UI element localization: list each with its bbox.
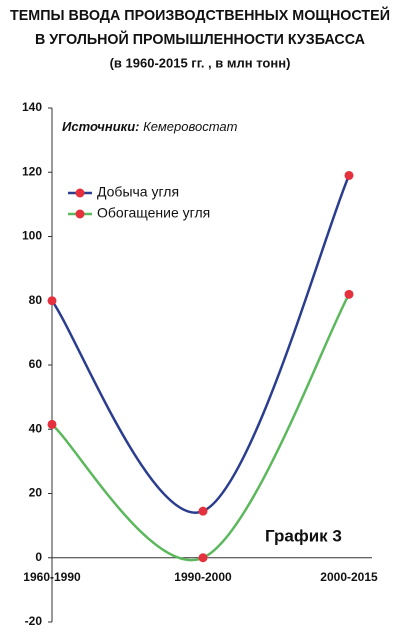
source-label: Источники: — [62, 119, 140, 134]
y-tick-label: 120 — [22, 164, 42, 178]
point — [344, 170, 354, 180]
y-tick-label: 100 — [22, 229, 42, 243]
legend-marker — [75, 209, 85, 219]
y-tick-label: 40 — [29, 421, 43, 435]
y-tick-label: 20 — [29, 486, 43, 500]
chart-title: ТЕМПЫ ВВОДА ПРОИЗВОДСТВЕННЫХ МОЩНОСТЕЙ — [10, 6, 390, 24]
x-tick-label: 1960-1990 — [23, 570, 81, 584]
point — [344, 289, 354, 299]
point — [198, 553, 208, 563]
series-line — [50, 174, 351, 514]
x-tick-label: 2000-2015 — [320, 570, 378, 584]
x-tick-label: 1990-2000 — [174, 570, 232, 584]
annotation: Источники: Кемеровостат — [62, 119, 238, 134]
legend-label: Добыча угля — [97, 184, 179, 200]
source: Кемеровостат — [143, 119, 237, 134]
y-tick-label: 0 — [35, 550, 42, 564]
y-tick-label: 60 — [29, 357, 43, 371]
y-tick-label: 80 — [29, 293, 43, 307]
point — [47, 419, 57, 429]
chart-title: В УГОЛЬНОЙ ПРОМЫШЛЕННОСТИ КУЗБАССА — [35, 30, 365, 48]
chart-subtitle: (в 1960-2015 гг. , в млн тонн) — [110, 55, 291, 70]
legend-marker — [75, 188, 85, 198]
chart-label: График 3 — [265, 526, 342, 545]
point — [198, 506, 208, 516]
legend-label: Обогащение угля — [97, 205, 210, 221]
y-tick-label: 140 — [22, 100, 42, 114]
series-line — [51, 293, 351, 562]
y-tick-label: -20 — [25, 614, 43, 628]
point — [47, 296, 57, 306]
